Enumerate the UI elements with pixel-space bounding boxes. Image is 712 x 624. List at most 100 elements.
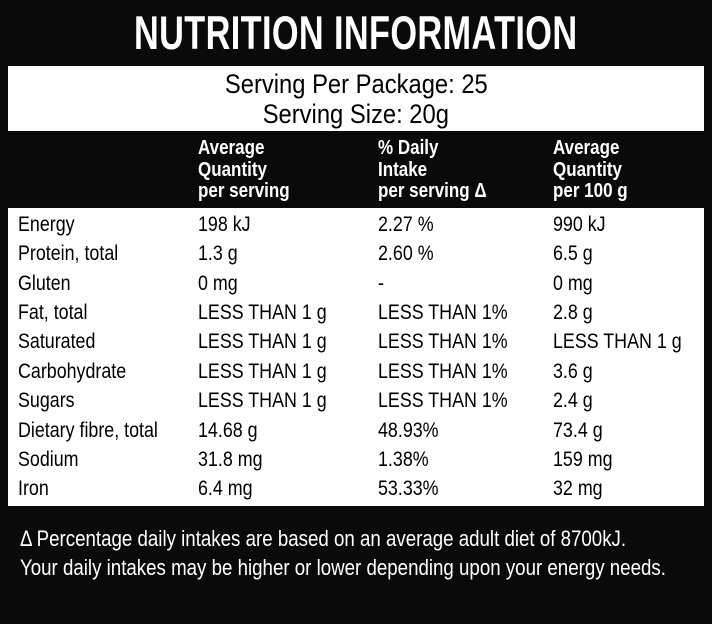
value-daily-intake-cell: 1.38% bbox=[378, 448, 553, 472]
value-daily-intake-cell: 48.93% bbox=[378, 419, 553, 443]
value-per-serving: 14.68 g bbox=[198, 418, 258, 442]
value-daily-intake-cell: 2.27 % bbox=[378, 213, 553, 237]
value-per-100g: 6.5 g bbox=[553, 242, 593, 266]
serving-info-panel: Serving Per Package: 25 Serving Size: 20… bbox=[8, 66, 704, 131]
value-daily-intake-cell: LESS THAN 1% bbox=[378, 360, 553, 384]
value-per-serving: LESS THAN 1 g bbox=[198, 330, 327, 354]
value-per-100g: LESS THAN 1 g bbox=[553, 330, 682, 354]
value-per-100g: 990 kJ bbox=[553, 212, 606, 236]
column-header-per-serving: Average Quantity per serving bbox=[198, 137, 290, 202]
value-per-serving: 6.4 mg bbox=[198, 477, 253, 501]
value-per-100g-cell: 159 mg bbox=[553, 448, 704, 472]
footnote-line-1: Δ Percentage daily intakes are based on … bbox=[20, 524, 704, 553]
table-row: Sodium 31.8 mg 1.38% 159 mg bbox=[8, 445, 704, 474]
value-per-serving: 0 mg bbox=[198, 271, 238, 295]
nutrient-name: Protein, total bbox=[18, 242, 119, 266]
value-per-serving-cell: 1.3 g bbox=[198, 242, 378, 266]
value-per-serving: 31.8 mg bbox=[198, 447, 263, 471]
value-per-serving-cell: 6.4 mg bbox=[198, 477, 378, 501]
nutrient-name-cell: Iron bbox=[18, 477, 198, 501]
serving-size-text: Serving Size: 20g bbox=[262, 98, 450, 129]
page-title: NUTRITION INFORMATION bbox=[134, 5, 578, 59]
nutrition-table-body: Energy 198 kJ 2.27 % 990 kJ Protein, total 1.… bbox=[8, 208, 704, 506]
table-row: Fat, total LESS THAN 1 g LESS THAN 1% 2.8 g bbox=[8, 298, 704, 327]
nutrient-name-cell: Saturated bbox=[18, 330, 198, 354]
value-per-100g: 32 mg bbox=[553, 477, 603, 501]
value-per-serving-cell: 198 kJ bbox=[198, 213, 378, 237]
nutrient-name: Sugars bbox=[18, 389, 75, 413]
table-row: Saturated LESS THAN 1 g LESS THAN 1% LESS T… bbox=[8, 328, 704, 357]
nutrient-name: Carbohydrate bbox=[18, 359, 127, 383]
nutrient-name: Iron bbox=[18, 477, 49, 501]
table-row: Energy 198 kJ 2.27 % 990 kJ bbox=[8, 210, 704, 239]
value-per-100g-cell: 73.4 g bbox=[553, 419, 704, 443]
nutrient-name: Saturated bbox=[18, 330, 96, 354]
value-per-100g-cell: 0 mg bbox=[553, 272, 704, 296]
value-per-serving: 1.3 g bbox=[198, 242, 238, 266]
table-row: Dietary fibre, total 14.68 g 48.93% 73.4 g bbox=[8, 416, 704, 445]
nutrient-name: Dietary fibre, total bbox=[18, 418, 158, 442]
value-per-100g: 2.4 g bbox=[553, 389, 593, 413]
footnote-line-1-text: Δ Percentage daily intakes are based on … bbox=[20, 526, 627, 551]
value-daily-intake: LESS THAN 1% bbox=[378, 389, 508, 413]
nutrient-name-cell: Energy bbox=[18, 213, 198, 237]
title-band: NUTRITION INFORMATION bbox=[0, 0, 712, 64]
footnote: Δ Percentage daily intakes are based on … bbox=[20, 524, 704, 582]
value-per-100g-cell: 990 kJ bbox=[553, 213, 704, 237]
nutrient-name: Sodium bbox=[18, 447, 79, 471]
value-daily-intake: 2.27 % bbox=[378, 212, 434, 236]
value-per-serving: LESS THAN 1 g bbox=[198, 300, 327, 324]
value-per-100g: 0 mg bbox=[553, 271, 593, 295]
value-daily-intake-cell: LESS THAN 1% bbox=[378, 301, 553, 325]
table-row: Gluten 0 mg - 0 mg bbox=[8, 269, 704, 298]
value-per-serving: LESS THAN 1 g bbox=[198, 389, 327, 413]
value-per-100g-cell: 2.4 g bbox=[553, 389, 704, 413]
footnote-line-2-text: Your daily intakes may be higher or lowe… bbox=[20, 555, 666, 580]
value-per-serving-cell: LESS THAN 1 g bbox=[198, 360, 378, 384]
value-per-serving-cell: LESS THAN 1 g bbox=[198, 330, 378, 354]
nutrient-name-cell: Protein, total bbox=[18, 242, 198, 266]
value-per-serving-cell: 14.68 g bbox=[198, 419, 378, 443]
nutrient-name-cell: Dietary fibre, total bbox=[18, 419, 198, 443]
value-per-100g-cell: 2.8 g bbox=[553, 301, 704, 325]
value-per-serving: 198 kJ bbox=[198, 212, 251, 236]
serving-per-package-line: Serving Per Package: 25 bbox=[8, 69, 704, 99]
value-per-100g-cell: 6.5 g bbox=[553, 242, 704, 266]
value-daily-intake: - bbox=[378, 271, 384, 295]
value-daily-intake-cell: LESS THAN 1% bbox=[378, 389, 553, 413]
table-row: Sugars LESS THAN 1 g LESS THAN 1% 2.4 g bbox=[8, 386, 704, 415]
value-per-100g: 159 mg bbox=[553, 447, 613, 471]
nutrient-name-cell: Carbohydrate bbox=[18, 360, 198, 384]
value-daily-intake: 53.33% bbox=[378, 477, 439, 501]
value-per-100g-cell: 3.6 g bbox=[553, 360, 704, 384]
table-header-row: Average Quantity per serving % Daily Int… bbox=[8, 137, 704, 203]
column-header-nutrient-empty bbox=[18, 138, 198, 203]
value-daily-intake: 2.60 % bbox=[378, 242, 434, 266]
nutrient-name-cell: Fat, total bbox=[18, 301, 198, 325]
nutrient-name: Gluten bbox=[18, 271, 71, 295]
table-row: Protein, total 1.3 g 2.60 % 6.5 g bbox=[8, 239, 704, 268]
footnote-line-2: Your daily intakes may be higher or lowe… bbox=[20, 553, 704, 582]
value-per-100g: 2.8 g bbox=[553, 300, 593, 324]
table-row: Carbohydrate LESS THAN 1 g LESS THAN 1% 3.6… bbox=[8, 357, 704, 386]
column-header-daily-intake: % Daily Intake per serving Δ bbox=[378, 137, 487, 202]
value-per-100g: 73.4 g bbox=[553, 418, 603, 442]
value-daily-intake: LESS THAN 1% bbox=[378, 359, 508, 383]
value-per-serving: LESS THAN 1 g bbox=[198, 359, 327, 383]
value-daily-intake: LESS THAN 1% bbox=[378, 300, 508, 324]
serving-size-line: Serving Size: 20g bbox=[8, 99, 704, 129]
nutrient-name: Energy bbox=[18, 212, 75, 236]
value-per-serving-cell: LESS THAN 1 g bbox=[198, 389, 378, 413]
value-daily-intake-cell: LESS THAN 1% bbox=[378, 330, 553, 354]
serving-per-package-text: Serving Per Package: 25 bbox=[224, 68, 488, 99]
table-row: Iron 6.4 mg 53.33% 32 mg bbox=[8, 475, 704, 504]
value-per-serving-cell: LESS THAN 1 g bbox=[198, 301, 378, 325]
value-per-100g-cell: LESS THAN 1 g bbox=[553, 330, 704, 354]
value-per-serving-cell: 0 mg bbox=[198, 272, 378, 296]
value-daily-intake: LESS THAN 1% bbox=[378, 330, 508, 354]
value-daily-intake-cell: 2.60 % bbox=[378, 242, 553, 266]
nutrient-name-cell: Gluten bbox=[18, 272, 198, 296]
value-per-100g-cell: 32 mg bbox=[553, 477, 704, 501]
nutrient-name: Fat, total bbox=[18, 300, 88, 324]
